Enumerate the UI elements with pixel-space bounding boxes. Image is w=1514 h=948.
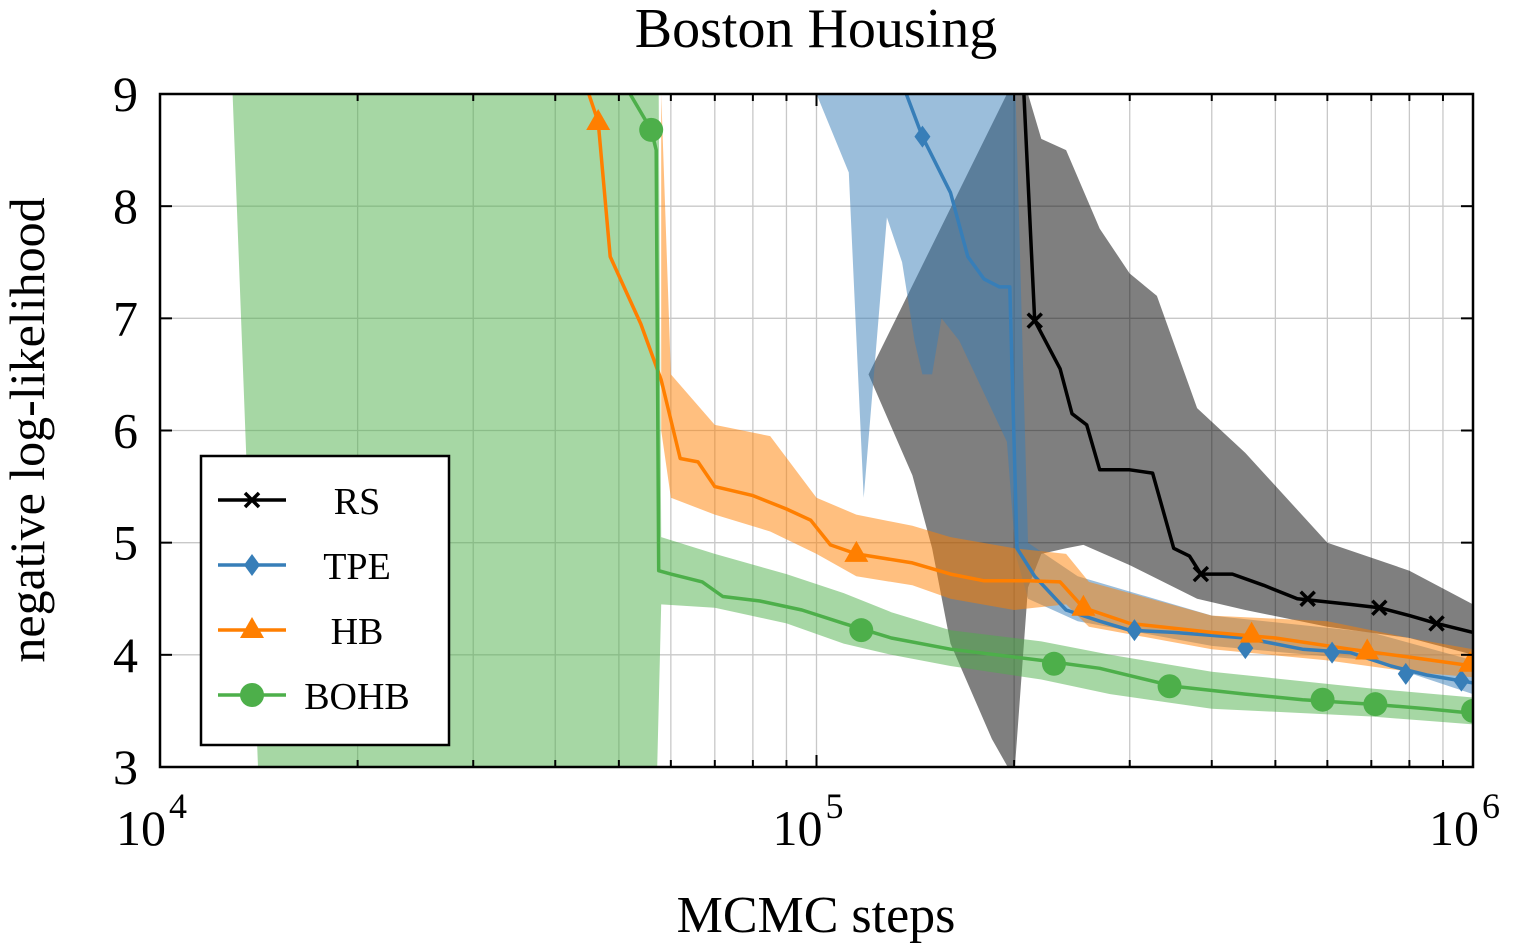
x-tick-label-exponent: 6 bbox=[1482, 786, 1500, 826]
hb-marker bbox=[1071, 594, 1096, 616]
legend-label-tpe: TPE bbox=[323, 546, 391, 588]
y-tick-labels: 3 4 5 6 7 8 9 bbox=[113, 66, 138, 795]
bohb-marker bbox=[1157, 674, 1182, 699]
x-tick-label-base: 10 bbox=[773, 800, 823, 856]
x-tick-label: 10 5 bbox=[773, 786, 844, 856]
tpe-line bbox=[904, 94, 1473, 685]
bohb-marker bbox=[1310, 687, 1335, 712]
y-tick-label: 5 bbox=[113, 515, 138, 571]
rs-marker bbox=[1428, 615, 1445, 632]
x-axis-label: MCMC steps bbox=[677, 887, 956, 944]
tpe-marker bbox=[1397, 662, 1414, 685]
y-tick-label: 3 bbox=[113, 739, 138, 795]
tpe-marker bbox=[1324, 641, 1341, 664]
bohb-marker bbox=[849, 618, 874, 643]
axis-ticks bbox=[160, 94, 1473, 767]
bohb-marker bbox=[1363, 692, 1388, 717]
confidence-bands bbox=[232, 94, 1473, 767]
bohb-marker bbox=[1041, 651, 1066, 676]
x-tick-label-exponent: 5 bbox=[826, 786, 844, 826]
hb-marker bbox=[844, 540, 869, 562]
y-axis-label: negative log-likelihood bbox=[0, 197, 55, 662]
x-tick-label: 10 4 bbox=[116, 786, 187, 856]
y-tick-label: 8 bbox=[113, 178, 138, 234]
x-tick-label-exponent: 4 bbox=[169, 786, 187, 826]
rs-marker bbox=[1371, 599, 1388, 616]
legend-label-hb: HB bbox=[331, 611, 384, 653]
legend-items: RS TPE HB BOHB bbox=[218, 481, 410, 718]
rs-marker bbox=[1299, 590, 1316, 607]
legend: RS TPE HB BOHB bbox=[199, 454, 451, 747]
hb-band bbox=[661, 94, 1473, 678]
y-tick-label: 7 bbox=[113, 290, 138, 346]
y-tick-label: 6 bbox=[113, 403, 138, 459]
legend-label-bohb: BOHB bbox=[304, 676, 410, 718]
tpe-band bbox=[807, 94, 1473, 695]
rs-marker bbox=[1192, 565, 1210, 583]
hb-marker bbox=[1458, 650, 1473, 672]
legend-label-rs: RS bbox=[334, 481, 380, 523]
tpe-marker bbox=[1126, 619, 1143, 642]
y-tick-label: 9 bbox=[113, 66, 138, 122]
bohb-band bbox=[232, 94, 1473, 767]
tpe-marker bbox=[914, 125, 931, 148]
hb-marker bbox=[586, 109, 611, 131]
hb-marker bbox=[1239, 621, 1264, 643]
legend-marker-tpe bbox=[244, 554, 260, 576]
bohb-marker bbox=[639, 117, 664, 142]
chart-title: Boston Housing bbox=[635, 0, 998, 60]
y-tick-label: 4 bbox=[113, 627, 138, 683]
legend-marker-hb bbox=[240, 617, 264, 638]
tpe-marker bbox=[1453, 669, 1470, 692]
bohb-marker bbox=[1461, 698, 1473, 723]
legend-marker-rs bbox=[243, 491, 261, 509]
rs-marker bbox=[1026, 312, 1043, 329]
x-tick-label: 10 6 bbox=[1429, 786, 1500, 856]
x-tick-labels: 10 4 10 5 10 6 bbox=[116, 786, 1500, 856]
hb-marker bbox=[1355, 638, 1380, 660]
series-markers bbox=[586, 109, 1473, 723]
x-tick-label-base: 10 bbox=[116, 800, 166, 856]
x-tick-label-base: 10 bbox=[1429, 800, 1479, 856]
legend-marker-bohb bbox=[240, 683, 264, 707]
